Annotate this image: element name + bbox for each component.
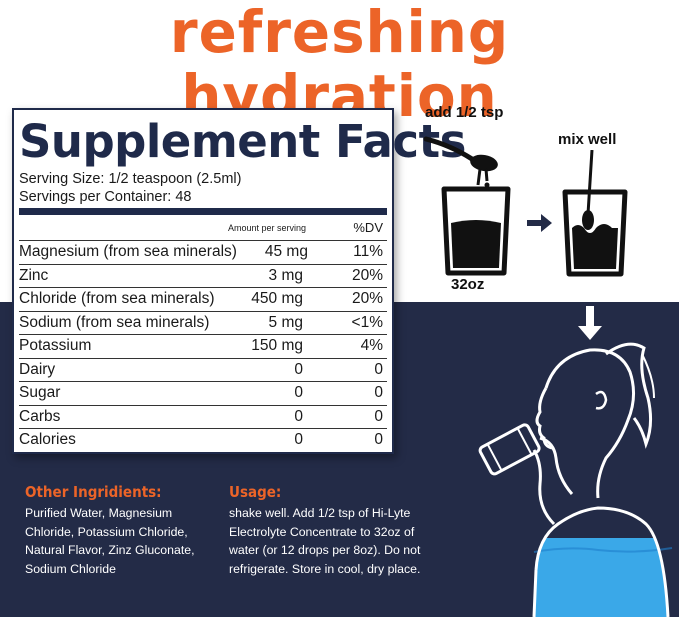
usage-line: shake well. Add 1/2 tsp of Hi-Lyte: [229, 506, 411, 520]
other-ingredients-line: Natural Flavor, Zinz Gluconate,: [25, 543, 195, 557]
nutrient-amount: 0: [294, 360, 303, 378]
usage-line: water (or 12 drops per 8oz). Do not: [229, 543, 421, 557]
mixing-cup-icon: [562, 150, 628, 277]
nutrient-name: Magnesium (from sea minerals): [19, 243, 237, 261]
add-label: add 1/2 tsp: [425, 104, 504, 121]
nutrient-dv: 11%: [353, 243, 383, 261]
nutrient-name: Sugar: [19, 384, 61, 402]
nutrient-amount: 150 mg: [251, 337, 303, 355]
usage-body: shake well. Add 1/2 tsp of Hi-Lyte Elect…: [229, 504, 420, 578]
mix-label: mix well: [558, 131, 617, 148]
headline: refreshing hydration: [169, 0, 510, 130]
facts-row: Potassium 150 mg 4%: [19, 334, 387, 358]
nutrient-amount: 0: [294, 431, 303, 449]
nutrient-name: Carbs: [19, 407, 61, 425]
facts-column-header: Amount per serving %DV: [19, 215, 387, 240]
nutrient-amount: 0: [294, 407, 303, 425]
nutrient-amount: 3 mg: [268, 266, 303, 284]
nutrient-name: Potassium: [19, 337, 92, 355]
nutrient-dv: 20%: [351, 266, 383, 284]
nutrient-dv: 0: [374, 384, 383, 402]
usage-line: Electrolyte Concentrate to 32oz of: [229, 524, 415, 539]
facts-rows: Magnesium (from sea minerals) 45 mg 11% Zin…: [19, 240, 387, 452]
nutrient-name: Dairy: [19, 360, 56, 378]
facts-row: Sugar 0 0: [19, 381, 387, 405]
drinking-woman-icon: [478, 342, 673, 617]
other-ingredients-line: Purified Water, Magnesium: [25, 506, 173, 520]
nutrient-dv: 20%: [351, 290, 383, 308]
facts-row: Calories 0 0: [19, 428, 387, 452]
nutrient-dv: <1%: [351, 313, 383, 331]
amount-header: Amount per serving: [227, 222, 307, 233]
dv-header: %DV: [353, 220, 383, 235]
other-ingredients-line: Sodium Chloride: [25, 561, 116, 576]
serving-size: Serving Size: 1/2 teaspoon (2.5ml): [19, 171, 242, 187]
arrow-down-icon: [578, 306, 602, 340]
facts-row: Magnesium (from sea minerals) 45 mg 11%: [19, 240, 387, 264]
nutrient-name: Zinc: [19, 266, 49, 284]
nutrient-name: Sodium (from sea minerals): [19, 313, 210, 331]
arrow-right-icon: [527, 214, 552, 232]
servings-per-container: Servings per Container: 48: [19, 189, 192, 205]
facts-row: Zinc 3 mg 20%: [19, 263, 387, 288]
nutrient-amount: 5 mg: [268, 313, 303, 331]
nutrient-dv: 0: [374, 360, 383, 378]
other-ingredients-body: Purified Water, Magnesium Chloride, Pota…: [25, 504, 195, 578]
facts-row: Sodium (from sea minerals) 5 mg <1%: [19, 310, 387, 335]
nutrient-amount: 450 mg: [251, 290, 303, 308]
thick-rule: [19, 208, 387, 215]
nutrient-amount: 0: [294, 384, 303, 402]
other-ingredients-title: Other Ingridients:: [25, 483, 162, 501]
nutrient-name: Calories: [19, 431, 76, 449]
facts-title: Supplement Facts: [19, 115, 466, 168]
other-ingredients-line: Chloride, Potassium Chloride,: [25, 524, 188, 539]
facts-row: Dairy 0 0: [19, 357, 387, 382]
usage-line: refrigerate. Store in cool, dry place.: [229, 561, 421, 576]
supplement-facts-panel: Supplement Facts Serving Size: 1/2 teasp…: [12, 108, 466, 454]
facts-row: Chloride (from sea minerals) 450 mg 20%: [19, 287, 387, 311]
nutrient-name: Chloride (from sea minerals): [19, 290, 215, 308]
facts-row: Carbs 0 0: [19, 404, 387, 429]
nutrient-dv: 0: [374, 431, 383, 449]
spoon-cup-icon: [423, 136, 511, 276]
cup-size-label: 32oz: [451, 276, 485, 293]
usage-title: Usage:: [229, 483, 282, 501]
nutrient-dv: 4%: [360, 337, 383, 355]
nutrient-amount: 45 mg: [264, 243, 308, 261]
nutrient-dv: 0: [374, 407, 383, 425]
